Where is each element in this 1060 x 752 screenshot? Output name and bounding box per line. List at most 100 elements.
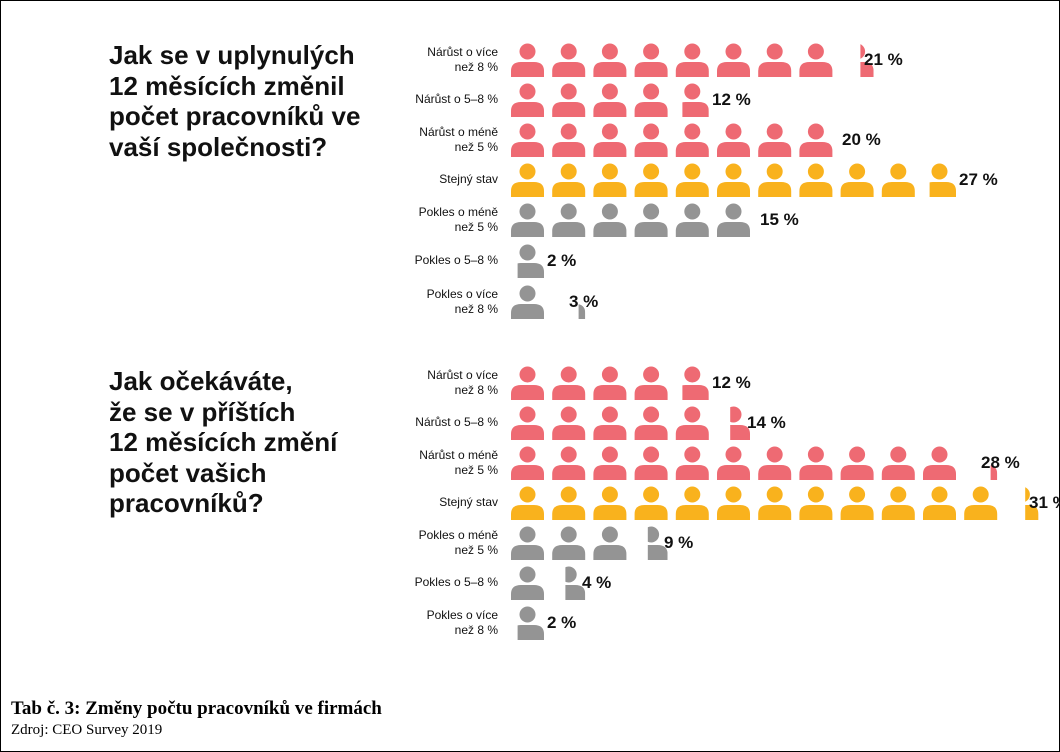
value-label: 4 %: [582, 573, 612, 592]
person-icon: [923, 486, 956, 520]
person-icon: [552, 366, 586, 400]
person-icon-row: [511, 566, 586, 600]
person-icon: [634, 366, 668, 400]
person-icon: [717, 486, 750, 520]
value-label: 3 %: [569, 292, 599, 311]
row-category-label: Pokles o více než 8 %: [426, 608, 498, 637]
person-icon: [593, 203, 627, 237]
caption-source: Zdroj: CEO Survey 2019: [11, 722, 163, 738]
person-icon: [675, 486, 709, 520]
person-icon: [717, 43, 750, 77]
person-icon: [593, 163, 627, 197]
person-icon: [511, 406, 544, 440]
row-category-label: Nárůst o 5–8 %: [415, 415, 498, 429]
person-icon: [758, 123, 792, 157]
person-icon: [593, 446, 627, 480]
person-icon-row: [517, 244, 544, 278]
row-category-label: Nárůst o 5–8 %: [415, 92, 498, 106]
person-icon: [634, 83, 668, 117]
person-icon: [552, 83, 586, 117]
person-icon: [675, 163, 709, 197]
person-icon: [840, 446, 874, 480]
person-icon: [799, 446, 833, 480]
person-icon: [840, 486, 874, 520]
row-category-label: Nárůst o více než 8 %: [427, 45, 498, 74]
person-icon-row: [511, 123, 833, 157]
person-icon: [511, 446, 544, 480]
person-icon: [634, 163, 668, 197]
person-icon: [511, 163, 544, 197]
person-icon-row: [511, 446, 998, 480]
person-icon: [552, 406, 586, 440]
person-icon: [675, 406, 709, 440]
person-icon: [593, 406, 627, 440]
value-label: 27 %: [959, 170, 998, 189]
person-icon: [593, 486, 627, 520]
value-label: 2 %: [547, 251, 577, 270]
person-icon: [840, 163, 874, 197]
person-icon: [552, 203, 586, 237]
value-label: 14 %: [747, 413, 786, 432]
person-icon-row: [511, 163, 956, 197]
person-icon: [1025, 487, 1039, 520]
person-icon: [552, 526, 586, 560]
person-icon-row: [511, 406, 750, 440]
row-category-label: Pokles o 5–8 %: [414, 575, 498, 589]
person-icon: [552, 43, 586, 77]
value-label: 21 %: [864, 50, 903, 69]
person-icon-row: [511, 285, 586, 319]
person-icon: [675, 43, 709, 77]
row-category-label: Nárůst o méně než 5 %: [419, 125, 498, 154]
question-next-12-months: Jak očekáváte, že se v příštích 12 měsíc…: [109, 366, 338, 518]
person-icon-row: [517, 606, 544, 640]
person-icon: [682, 83, 709, 117]
person-icon: [565, 566, 586, 600]
person-icon: [675, 123, 709, 157]
person-icon-row: [511, 83, 709, 117]
caption-title: Tab č. 3: Změny počtu pracovníků ve firm…: [11, 698, 382, 719]
person-icon: [881, 486, 915, 520]
person-icon: [634, 43, 668, 77]
person-icon: [717, 123, 750, 157]
row-category-label: Stejný stav: [439, 495, 498, 509]
row-category-label: Pokles o více než 8 %: [426, 287, 498, 316]
person-icon-row: [511, 203, 750, 237]
person-icon: [511, 123, 544, 157]
person-icon: [578, 304, 586, 319]
person-icon: [634, 486, 668, 520]
person-icon: [860, 44, 874, 77]
person-icon: [593, 526, 627, 560]
person-icon: [511, 83, 544, 117]
person-icon: [758, 486, 792, 520]
person-icon: [552, 446, 586, 480]
person-icon: [929, 163, 956, 197]
person-icon: [552, 486, 586, 520]
person-icon: [511, 526, 544, 560]
person-icon: [990, 465, 998, 480]
person-icon: [717, 203, 750, 237]
value-label: 28 %: [981, 453, 1020, 472]
person-icon: [552, 163, 586, 197]
person-icon: [682, 366, 709, 400]
question-past-12-months: Jak se v uplynulých 12 měsících změnil p…: [109, 40, 361, 162]
value-label: 9 %: [664, 533, 694, 552]
row-category-label: Stejný stav: [439, 172, 498, 186]
person-icon: [552, 123, 586, 157]
value-label: 20 %: [842, 130, 881, 149]
person-icon: [964, 486, 998, 520]
person-icon: [511, 486, 544, 520]
person-icon: [675, 203, 709, 237]
person-icon: [634, 203, 668, 237]
person-icon: [647, 526, 668, 560]
row-category-label: Pokles o méně než 5 %: [418, 528, 498, 557]
person-icon: [511, 366, 544, 400]
person-icon: [517, 606, 544, 640]
person-icon: [881, 446, 915, 480]
person-icon: [730, 406, 750, 440]
person-icon: [511, 203, 544, 237]
person-icon: [758, 43, 792, 77]
person-icon: [593, 83, 627, 117]
row-category-label: Pokles o 5–8 %: [414, 253, 498, 267]
value-label: 15 %: [760, 210, 799, 229]
